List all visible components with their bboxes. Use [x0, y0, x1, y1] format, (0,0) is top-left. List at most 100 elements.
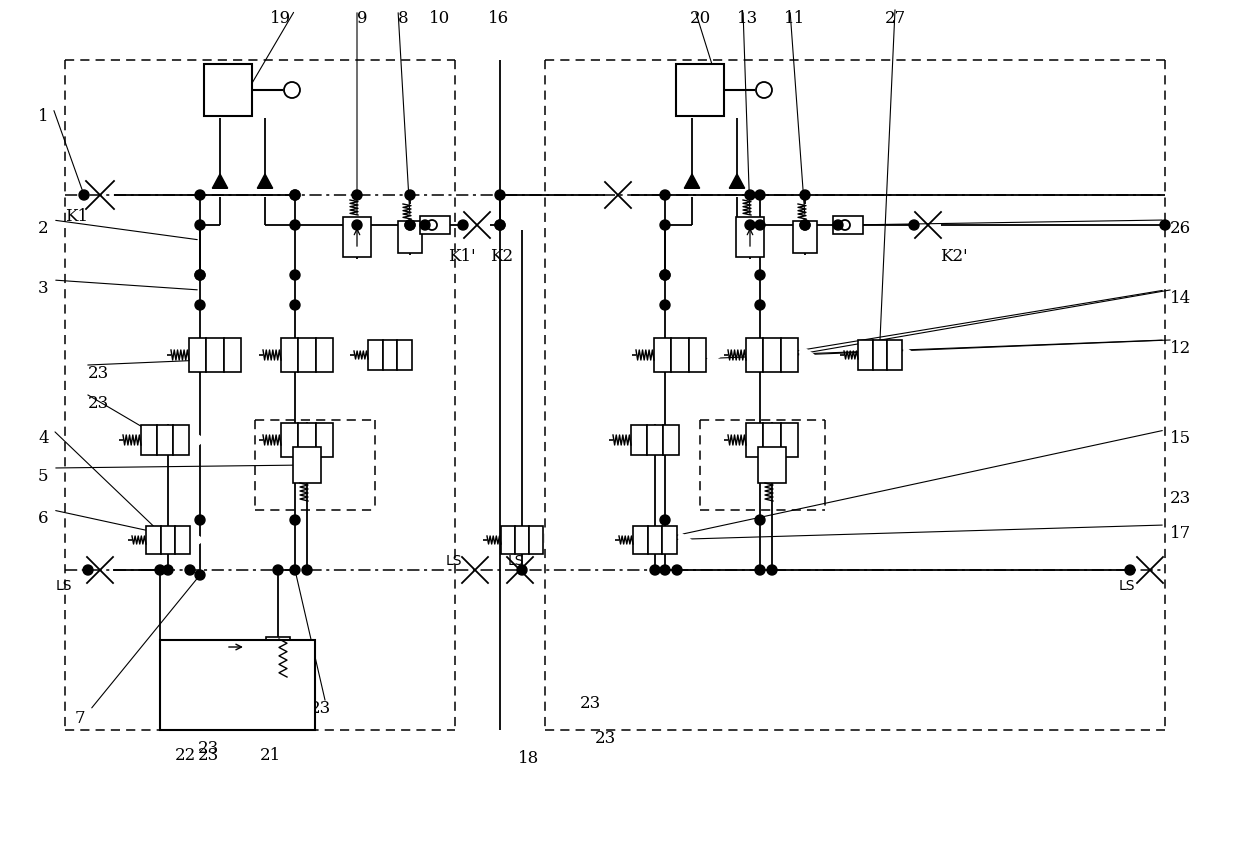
Bar	[299, 423, 316, 457]
Circle shape	[1125, 565, 1135, 575]
Bar	[781, 338, 798, 372]
Circle shape	[302, 565, 312, 575]
Bar	[176, 526, 190, 554]
Circle shape	[800, 190, 810, 200]
Circle shape	[660, 515, 670, 525]
Circle shape	[660, 565, 670, 575]
Circle shape	[756, 82, 772, 98]
Bar	[368, 340, 383, 370]
Text: 23: 23	[1170, 490, 1191, 507]
Text: 4: 4	[38, 430, 48, 447]
Text: 3: 3	[38, 280, 48, 297]
Bar	[746, 423, 763, 457]
Circle shape	[755, 270, 764, 280]
Bar	[161, 526, 176, 554]
Bar	[857, 340, 872, 370]
Polygon shape	[707, 345, 722, 365]
Text: 2: 2	[38, 220, 48, 237]
Text: 22: 22	[175, 747, 196, 764]
Bar	[833, 216, 864, 234]
Circle shape	[195, 300, 204, 310]
Polygon shape	[192, 532, 204, 548]
Polygon shape	[800, 345, 814, 365]
Circle shape	[458, 220, 468, 230]
Bar	[793, 221, 817, 253]
Circle shape	[195, 270, 204, 280]
Circle shape	[800, 220, 810, 230]
Text: 19: 19	[269, 10, 291, 27]
Circle shape	[755, 190, 764, 200]
Circle shape	[660, 300, 670, 310]
Bar	[501, 526, 515, 554]
Circle shape	[800, 220, 810, 230]
Text: 1: 1	[38, 108, 48, 125]
Text: K2: K2	[489, 248, 513, 265]
Bar	[515, 526, 529, 554]
Text: K1': K1'	[449, 248, 476, 265]
Bar	[398, 221, 422, 253]
Circle shape	[290, 220, 300, 230]
Text: 23: 23	[88, 365, 109, 382]
Polygon shape	[243, 345, 256, 365]
Polygon shape	[681, 430, 695, 450]
Bar	[746, 338, 763, 372]
Bar	[631, 425, 647, 455]
Circle shape	[755, 300, 764, 310]
Text: 14: 14	[1170, 290, 1191, 307]
Bar	[146, 526, 161, 554]
Text: 18: 18	[518, 750, 539, 767]
Bar	[676, 64, 725, 116]
Bar	[281, 338, 299, 372]
Polygon shape	[904, 347, 916, 363]
Text: K1: K1	[64, 208, 88, 225]
Circle shape	[405, 190, 415, 200]
Text: 10: 10	[430, 10, 451, 27]
Text: 20: 20	[689, 10, 711, 27]
Text: 27: 27	[885, 10, 906, 27]
Circle shape	[767, 565, 777, 575]
Text: 17: 17	[1170, 525, 1191, 542]
Circle shape	[352, 220, 362, 230]
Polygon shape	[800, 430, 814, 450]
Text: 12: 12	[1170, 340, 1191, 357]
Bar	[887, 340, 902, 370]
Polygon shape	[191, 430, 204, 450]
Bar	[204, 64, 253, 116]
Circle shape	[745, 220, 755, 230]
Text: 13: 13	[737, 10, 758, 27]
Polygon shape	[335, 345, 349, 365]
Circle shape	[195, 570, 204, 580]
Circle shape	[660, 220, 670, 230]
Text: 21: 21	[260, 747, 281, 764]
Text: 11: 11	[784, 10, 805, 27]
Polygon shape	[414, 347, 426, 363]
Circle shape	[496, 190, 506, 200]
Bar	[224, 338, 242, 372]
Text: 23: 23	[198, 740, 219, 757]
Polygon shape	[212, 174, 228, 188]
Circle shape	[164, 565, 173, 575]
Circle shape	[496, 220, 506, 230]
Bar	[292, 447, 321, 483]
Bar	[173, 425, 190, 455]
Circle shape	[216, 636, 259, 680]
Bar	[672, 338, 689, 372]
Text: 6: 6	[38, 510, 48, 527]
Circle shape	[79, 190, 89, 200]
Bar	[633, 526, 648, 554]
Circle shape	[833, 220, 843, 230]
Circle shape	[195, 220, 204, 230]
Circle shape	[290, 515, 300, 525]
Circle shape	[755, 220, 764, 230]
Circle shape	[352, 190, 362, 200]
Text: 9: 9	[357, 10, 367, 27]
Text: 15: 15	[1170, 430, 1191, 447]
Circle shape	[755, 515, 764, 525]
Polygon shape	[679, 532, 691, 548]
Bar	[281, 423, 299, 457]
Circle shape	[405, 220, 415, 230]
Circle shape	[420, 220, 430, 230]
Bar	[689, 338, 706, 372]
Circle shape	[273, 565, 282, 575]
Text: LS: LS	[446, 554, 462, 568]
